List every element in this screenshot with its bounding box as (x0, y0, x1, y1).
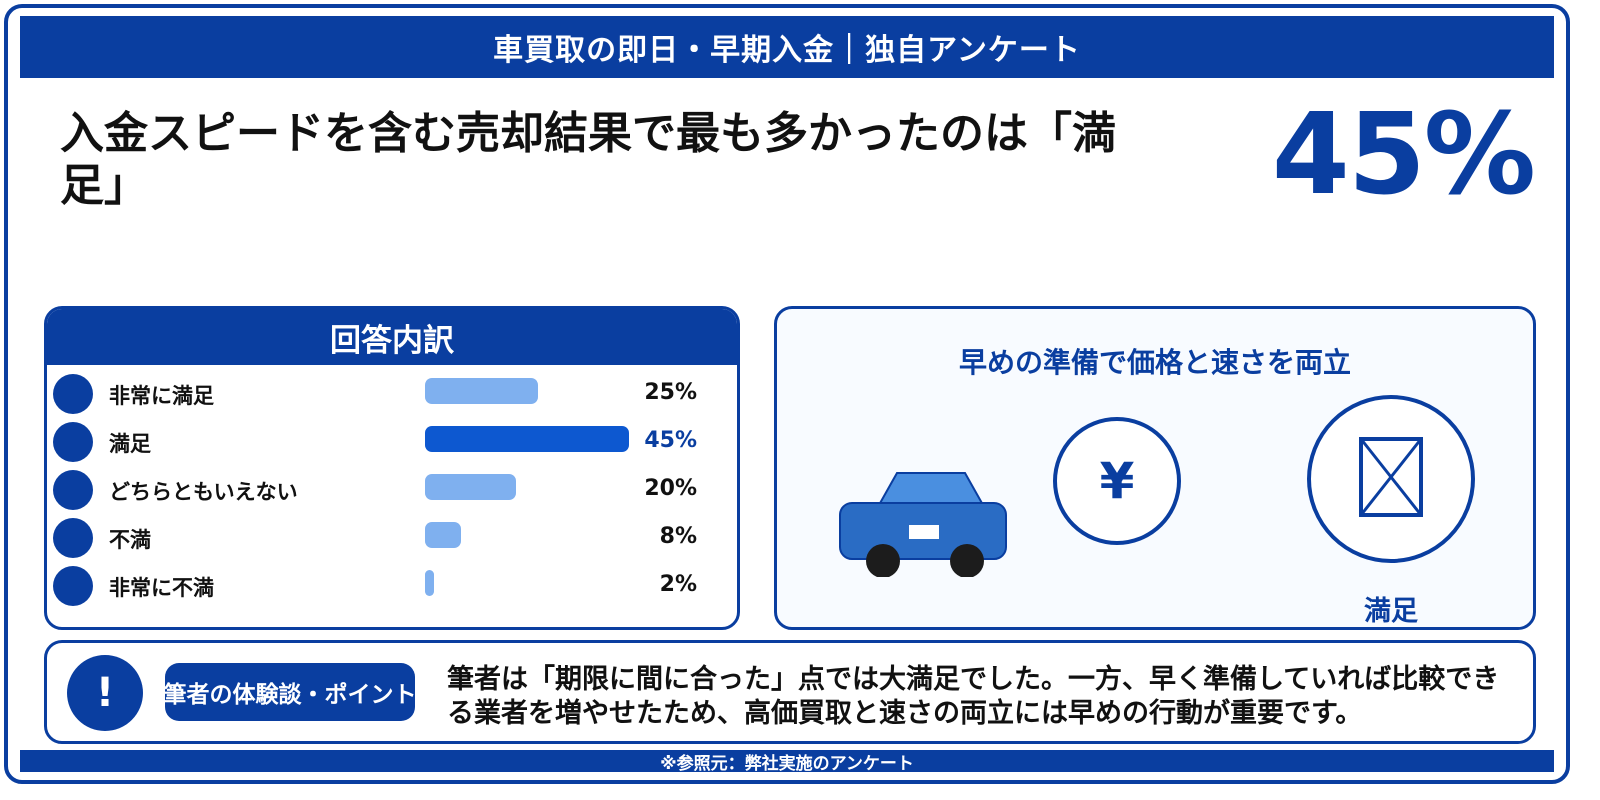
category-label: 非常に不満 (109, 576, 214, 600)
bar-track (425, 426, 629, 452)
value-label: 8% (659, 524, 697, 549)
bullet-icon (53, 470, 93, 510)
bar (425, 474, 516, 500)
bullet-icon (53, 422, 93, 462)
value-label: 2% (659, 572, 697, 597)
tip-panel: ! 筆者の体験談・ポイント 筆者は「期限に間に合った」点では大満足でした。一方、… (44, 640, 1536, 744)
bullet-icon (53, 566, 93, 606)
category-label: 満足 (109, 432, 151, 456)
headline: 入金スピードを含む売却結果で最も多かったのは「満足」 (60, 108, 1116, 211)
illustration-panel: 早めの準備で価格と速さを両立 ¥ 満足 (774, 306, 1536, 630)
bar (425, 378, 539, 404)
bullet-icon (53, 518, 93, 558)
satisfaction-glyph (1359, 437, 1423, 517)
category-label: 非常に満足 (109, 384, 214, 408)
breakdown-panel: 回答内訳 非常に満足 25% 満足 45% どちらともいえない 20% 不満 8% 非常に不満 2… (44, 306, 740, 630)
yen-icon: ¥ (1053, 417, 1181, 545)
bar-track (425, 474, 629, 500)
tip-text: 筆者は「期限に間に合った」点では大満足でした。一方、早く準備していれば比較できる… (447, 664, 1500, 729)
tip-tag: 筆者の体験談・ポイント (165, 663, 415, 721)
category-label: どちらともいえない (109, 480, 298, 504)
bar (425, 426, 629, 452)
value-label: 25% (644, 380, 697, 405)
bar-track (425, 378, 629, 404)
value-label: 45% (644, 428, 697, 453)
infographic-frame: 車買取の即日・早期入金｜独自アンケート 入金スピードを含む売却結果で最も多かった… (4, 4, 1570, 784)
satisfaction-label: 満足 (1364, 596, 1418, 627)
value-label: 20% (644, 476, 697, 501)
bar-track (425, 522, 629, 548)
footer-source: ※参照元：弊社実施のアンケート (20, 750, 1554, 774)
breakdown-row: 満足 45% (47, 417, 737, 465)
satisfaction-icon (1307, 395, 1475, 563)
bullet-icon (53, 374, 93, 414)
highlight-percentage: 45% (1271, 90, 1536, 220)
breakdown-title: 回答内訳 (47, 309, 737, 365)
exclamation-icon: ! (67, 655, 143, 731)
bar (425, 570, 435, 596)
car-icon (839, 472, 1007, 577)
breakdown-bar-chart: 非常に満足 25% 満足 45% どちらともいえない 20% 不満 8% 非常に不満 2% (47, 369, 737, 609)
bar (425, 522, 462, 548)
breakdown-row: 非常に不満 2% (47, 561, 737, 609)
category-label: 不満 (109, 528, 151, 552)
breakdown-row: 非常に満足 25% (47, 369, 737, 417)
breakdown-row: 不満 8% (47, 513, 737, 561)
bar-track (425, 570, 629, 596)
illustration-title: 早めの準備で価格と速さを両立 (958, 346, 1351, 379)
header-title: 車買取の即日・早期入金｜独自アンケート (20, 16, 1554, 78)
breakdown-row: どちらともいえない 20% (47, 465, 737, 513)
